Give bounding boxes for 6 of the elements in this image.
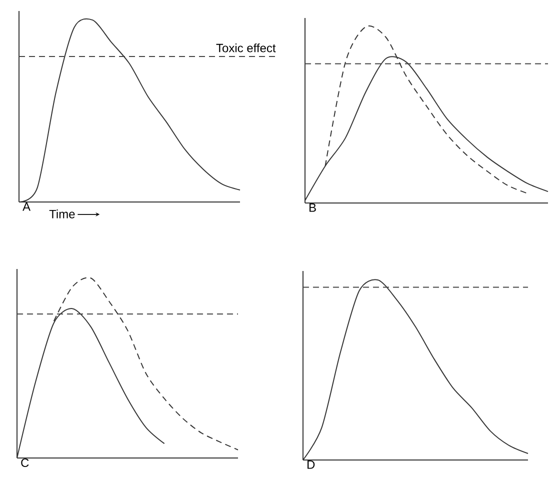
text: B <box>310 204 316 212</box>
text: A <box>22 202 31 211</box>
x-axis-title: Time <box>49 210 75 218</box>
ref-line-label: Toxic effect <box>216 43 276 52</box>
text: D <box>308 460 315 469</box>
text: C <box>21 458 29 468</box>
